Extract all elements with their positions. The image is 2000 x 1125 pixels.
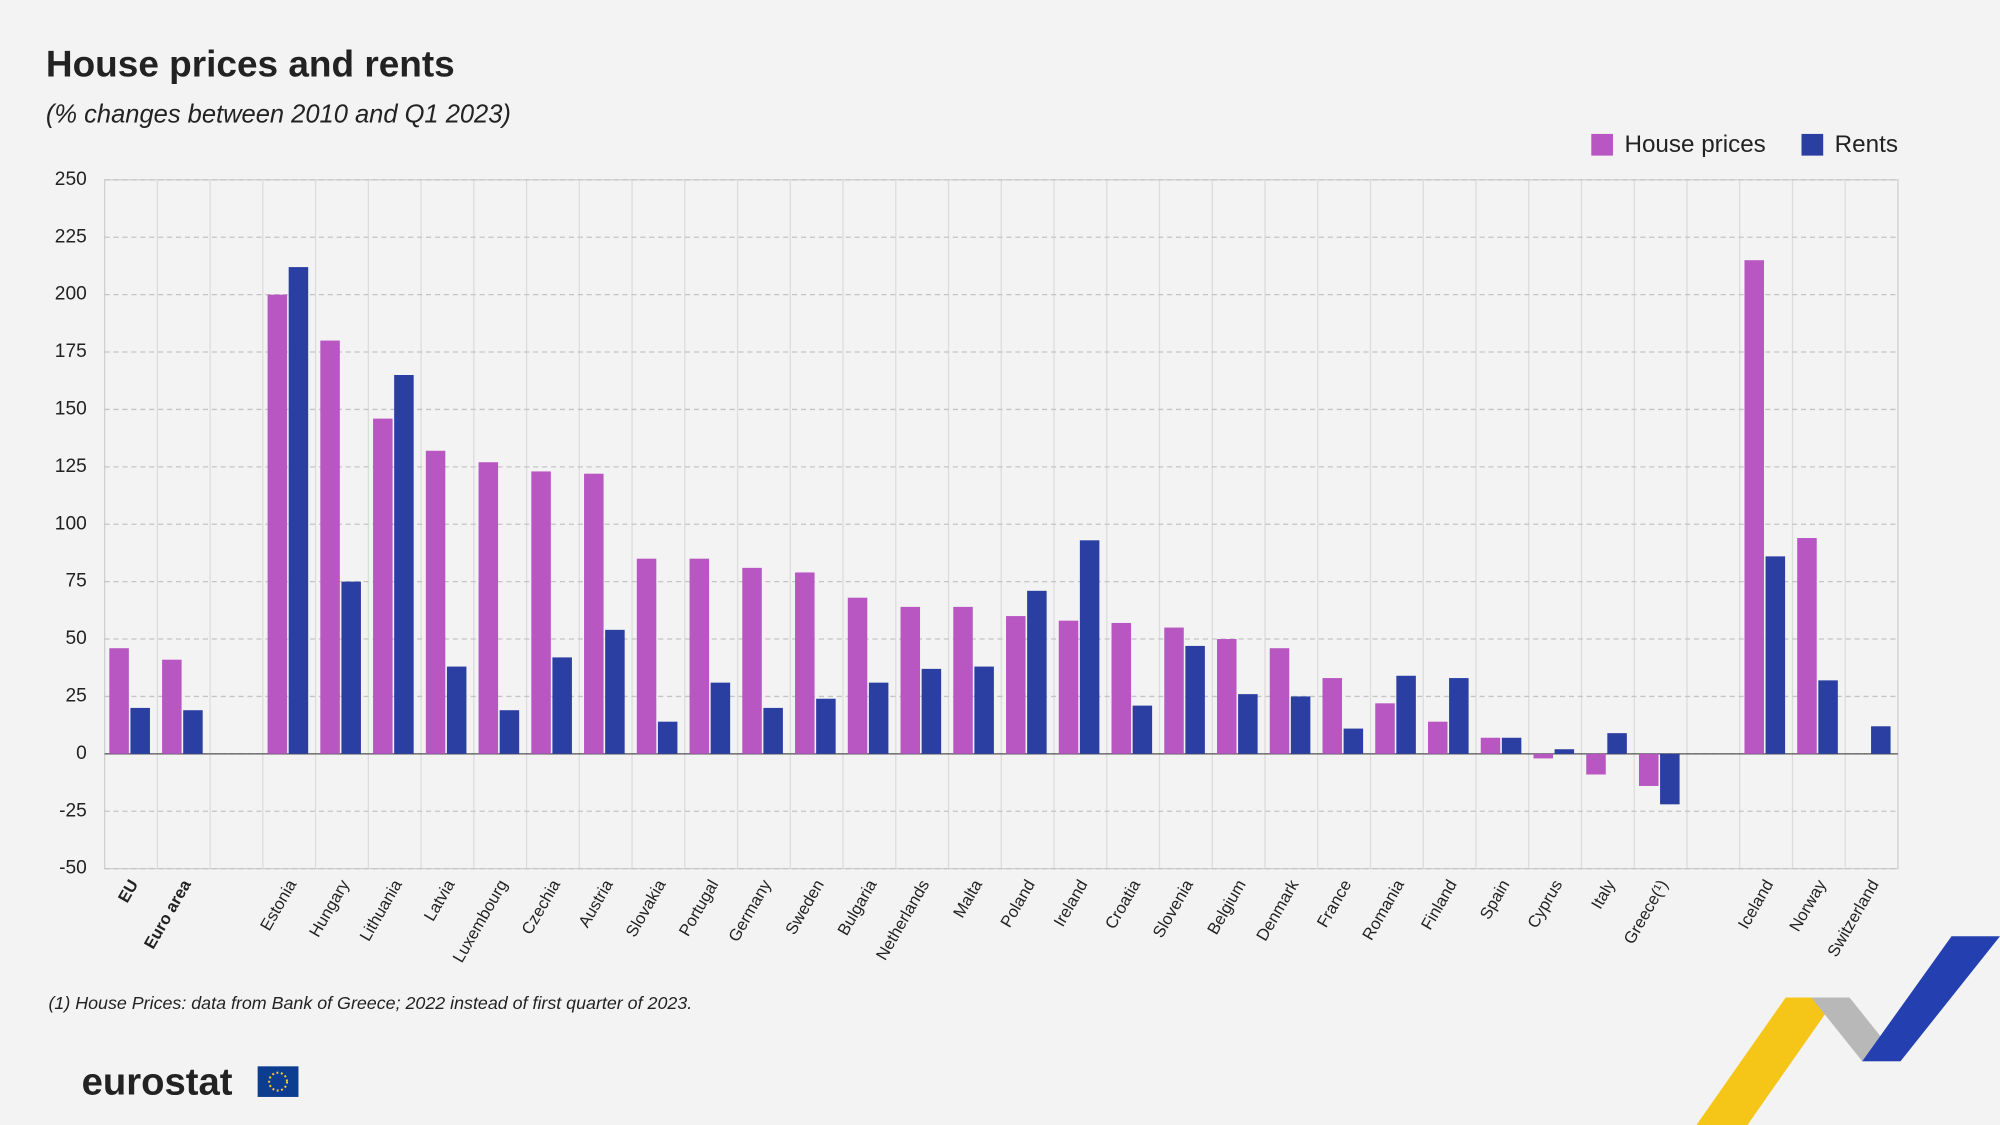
bar: [974, 666, 994, 754]
bar: [446, 666, 467, 754]
bar: [1322, 678, 1343, 754]
bar: [288, 267, 309, 754]
bar: [1111, 622, 1132, 754]
bar: [1660, 753, 1680, 805]
y-tick-label: 250: [55, 169, 87, 190]
bar: [636, 558, 657, 754]
bar: [499, 710, 520, 754]
bar: [1185, 645, 1205, 754]
legend-swatch: [1591, 133, 1613, 156]
bar: [1501, 737, 1522, 754]
bar: [1449, 678, 1469, 754]
bar: [1586, 753, 1606, 775]
bar: [1164, 627, 1184, 754]
y-tick-label: 150: [55, 398, 87, 419]
bar: [689, 558, 710, 754]
bar: [1797, 538, 1817, 754]
bar: [478, 462, 499, 754]
logo-text: eurostat: [82, 1060, 233, 1103]
ribbon-yellow: [1696, 997, 1837, 1125]
bar: [847, 597, 868, 754]
chart-subtitle: (% changes between 2010 and Q1 2023): [46, 100, 511, 128]
y-tick-label: 100: [55, 513, 87, 534]
y-tick-label: 225: [55, 226, 87, 247]
y-tick-label: 75: [65, 571, 86, 592]
bar: [1058, 620, 1079, 754]
bar: [341, 581, 361, 754]
bar: [868, 682, 889, 754]
bar: [1744, 260, 1764, 754]
bar: [1765, 556, 1786, 754]
bar: [710, 682, 731, 754]
legend-swatch: [1801, 133, 1824, 156]
bar: [1027, 590, 1047, 754]
bar: [584, 473, 604, 754]
bar: [1343, 728, 1364, 754]
bar: [1290, 696, 1311, 754]
bar: [657, 721, 678, 754]
bar: [1132, 705, 1153, 754]
y-tick-label: -25: [59, 800, 87, 821]
y-tick-label: 200: [55, 284, 87, 305]
bar: [1607, 733, 1627, 754]
bar: [1079, 540, 1100, 754]
y-tick-label: 50: [65, 628, 86, 649]
bar: [394, 375, 414, 754]
bar: [109, 648, 129, 754]
bar: [1006, 616, 1026, 754]
bar: [1818, 680, 1838, 754]
bar: [605, 629, 625, 754]
logo-flag: [257, 1066, 299, 1097]
bar: [1269, 648, 1290, 754]
bar: [953, 606, 973, 754]
bar: [921, 668, 942, 754]
bar: [1238, 694, 1258, 754]
bar: [552, 657, 572, 754]
logo-stars: [268, 1071, 289, 1092]
y-tick-label: 0: [76, 743, 87, 764]
footnote: (1) House Prices: data from Bank of Gree…: [48, 993, 692, 1013]
bar: [1480, 737, 1501, 754]
bar: [763, 707, 783, 754]
bar: [1554, 749, 1575, 754]
y-tick-label: -50: [59, 858, 87, 879]
bar: [162, 659, 182, 754]
bar: [1396, 675, 1416, 754]
bar: [1427, 721, 1448, 754]
bar: [267, 294, 288, 754]
legend-label: Rents: [1835, 131, 1898, 158]
bar: [1638, 753, 1659, 786]
legend-label: House prices: [1624, 131, 1765, 158]
bar: [320, 340, 340, 754]
bar: [816, 698, 836, 754]
bar: [130, 707, 150, 754]
chart-title: House prices and rents: [46, 44, 455, 85]
bar: [1533, 753, 1553, 759]
bar: [425, 450, 446, 754]
bar: [183, 710, 203, 754]
bar: [1217, 639, 1237, 754]
bar: [742, 567, 762, 754]
y-tick-label: 125: [55, 456, 87, 477]
bar: [373, 418, 393, 754]
bar: [1871, 726, 1891, 754]
y-tick-label: 25: [65, 685, 86, 706]
y-tick-label: 175: [55, 341, 87, 362]
bar: [1375, 703, 1395, 754]
ribbon-blue: [1862, 936, 2000, 1062]
bar: [795, 572, 815, 754]
bar: [900, 606, 921, 754]
bar: [531, 471, 551, 754]
